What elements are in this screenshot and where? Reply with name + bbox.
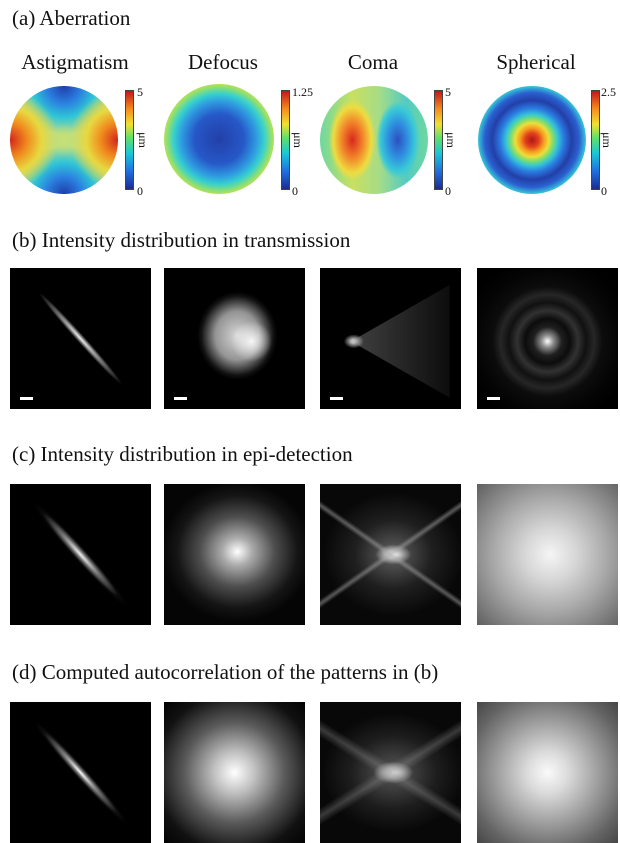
autocorr-astigmatism-image	[10, 702, 151, 843]
defocus-cb-max: 1.25	[292, 85, 313, 99]
coma-cb-min: 0	[445, 184, 451, 198]
epi-defocus-image	[164, 484, 305, 625]
scale-bar	[20, 397, 33, 400]
scale-bar	[487, 397, 500, 400]
defocus-cb-unit: μm	[290, 132, 305, 148]
autocorr-coma-image	[320, 702, 461, 843]
transmission-spherical-image	[477, 268, 618, 409]
epi-spherical-image	[477, 484, 618, 625]
scale-bar	[330, 397, 343, 400]
defocus-title: Defocus	[188, 50, 258, 74]
section-d-label: (d) Computed autocorrelation of the patt…	[12, 660, 439, 684]
transmission-astigmatism-image	[10, 268, 151, 409]
coma-map	[320, 86, 428, 194]
astigmatism-colorbar	[125, 90, 134, 190]
section-b-label: (b) Intensity distribution in transmissi…	[12, 228, 351, 252]
transmission-coma-image	[320, 268, 461, 409]
coma-title: Coma	[347, 50, 399, 74]
coma-colorbar	[434, 90, 443, 190]
spherical-cb-min: 0	[601, 184, 607, 198]
spherical-cb-unit: μm	[599, 132, 614, 148]
coma-cb-max: 5	[445, 85, 451, 99]
astigmatism-cb-unit: μm	[135, 132, 150, 148]
astigmatism-cb-max: 5	[137, 85, 143, 99]
spherical-map	[478, 86, 586, 194]
defocus-map	[164, 84, 274, 194]
astigmatism-title: Astigmatism	[21, 50, 129, 74]
section-a-label: (a) Aberration	[12, 6, 131, 30]
astigmatism-cb-min: 0	[137, 184, 143, 198]
epi-astigmatism-image	[10, 484, 151, 625]
spherical-cb-max: 2.5	[601, 85, 616, 99]
defocus-colorbar	[281, 90, 290, 190]
autocorr-defocus-image	[164, 702, 305, 843]
autocorr-spherical-image	[477, 702, 618, 843]
transmission-defocus-image	[164, 268, 305, 409]
spherical-title: Spherical	[496, 50, 576, 74]
epi-coma-image	[320, 484, 461, 625]
spherical-colorbar	[591, 90, 600, 190]
scale-bar	[174, 397, 187, 400]
astigmatism-map	[10, 86, 118, 194]
defocus-cb-min: 0	[292, 184, 298, 198]
section-c-label: (c) Intensity distribution in epi-detect…	[12, 442, 353, 466]
coma-cb-unit: μm	[443, 132, 458, 148]
